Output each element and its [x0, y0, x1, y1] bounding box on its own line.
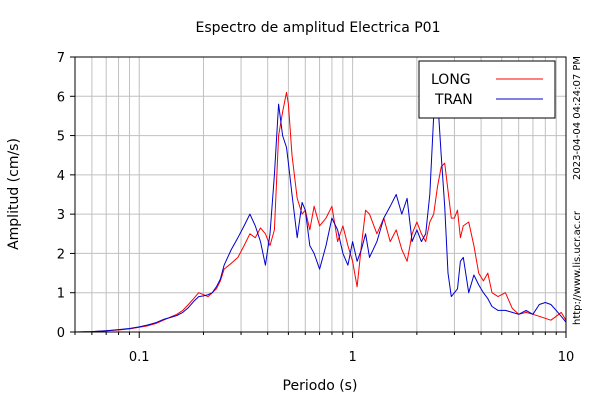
plot-frame — [74, 56, 567, 333]
y-axis-label: Amplitud (cm/s) — [6, 138, 22, 250]
legend-label-long: LONG — [431, 72, 471, 88]
y-tick-label: 6 — [57, 90, 65, 105]
x-tick-label: 0.1 — [129, 350, 150, 365]
y-tick-label: 4 — [57, 169, 65, 184]
y-tick-label: 0 — [57, 326, 65, 341]
timestamp-label: 2023-04-04 04:24:07 PM — [572, 56, 583, 180]
y-tick-label: 3 — [57, 208, 65, 223]
y-tick-label: 7 — [57, 51, 65, 66]
x-tick-label: 1 — [348, 350, 356, 365]
series-line-long — [74, 91, 567, 333]
x-tick-label: 10 — [558, 350, 575, 365]
legend-label-tran: TRAN — [434, 92, 473, 108]
series-layer — [74, 91, 567, 333]
source-url-label: http://www.lis.ucr.ac.cr — [572, 210, 583, 325]
x-axis-label: Periodo (s) — [283, 378, 358, 394]
y-tick-label: 1 — [57, 287, 65, 302]
y-axis-ticks: 0 1 2 3 4 5 6 7 — [57, 51, 75, 341]
legend-box — [418, 60, 556, 119]
x-axis-ticks: 0.1 1 10 — [74, 332, 575, 365]
legend: LONG TRAN — [418, 60, 556, 119]
series-line-tran — [74, 95, 567, 333]
y-tick-label: 5 — [57, 130, 65, 145]
chart-title: Espectro de amplitud Electrica P01 — [196, 20, 441, 36]
y-tick-label: 2 — [57, 247, 65, 262]
